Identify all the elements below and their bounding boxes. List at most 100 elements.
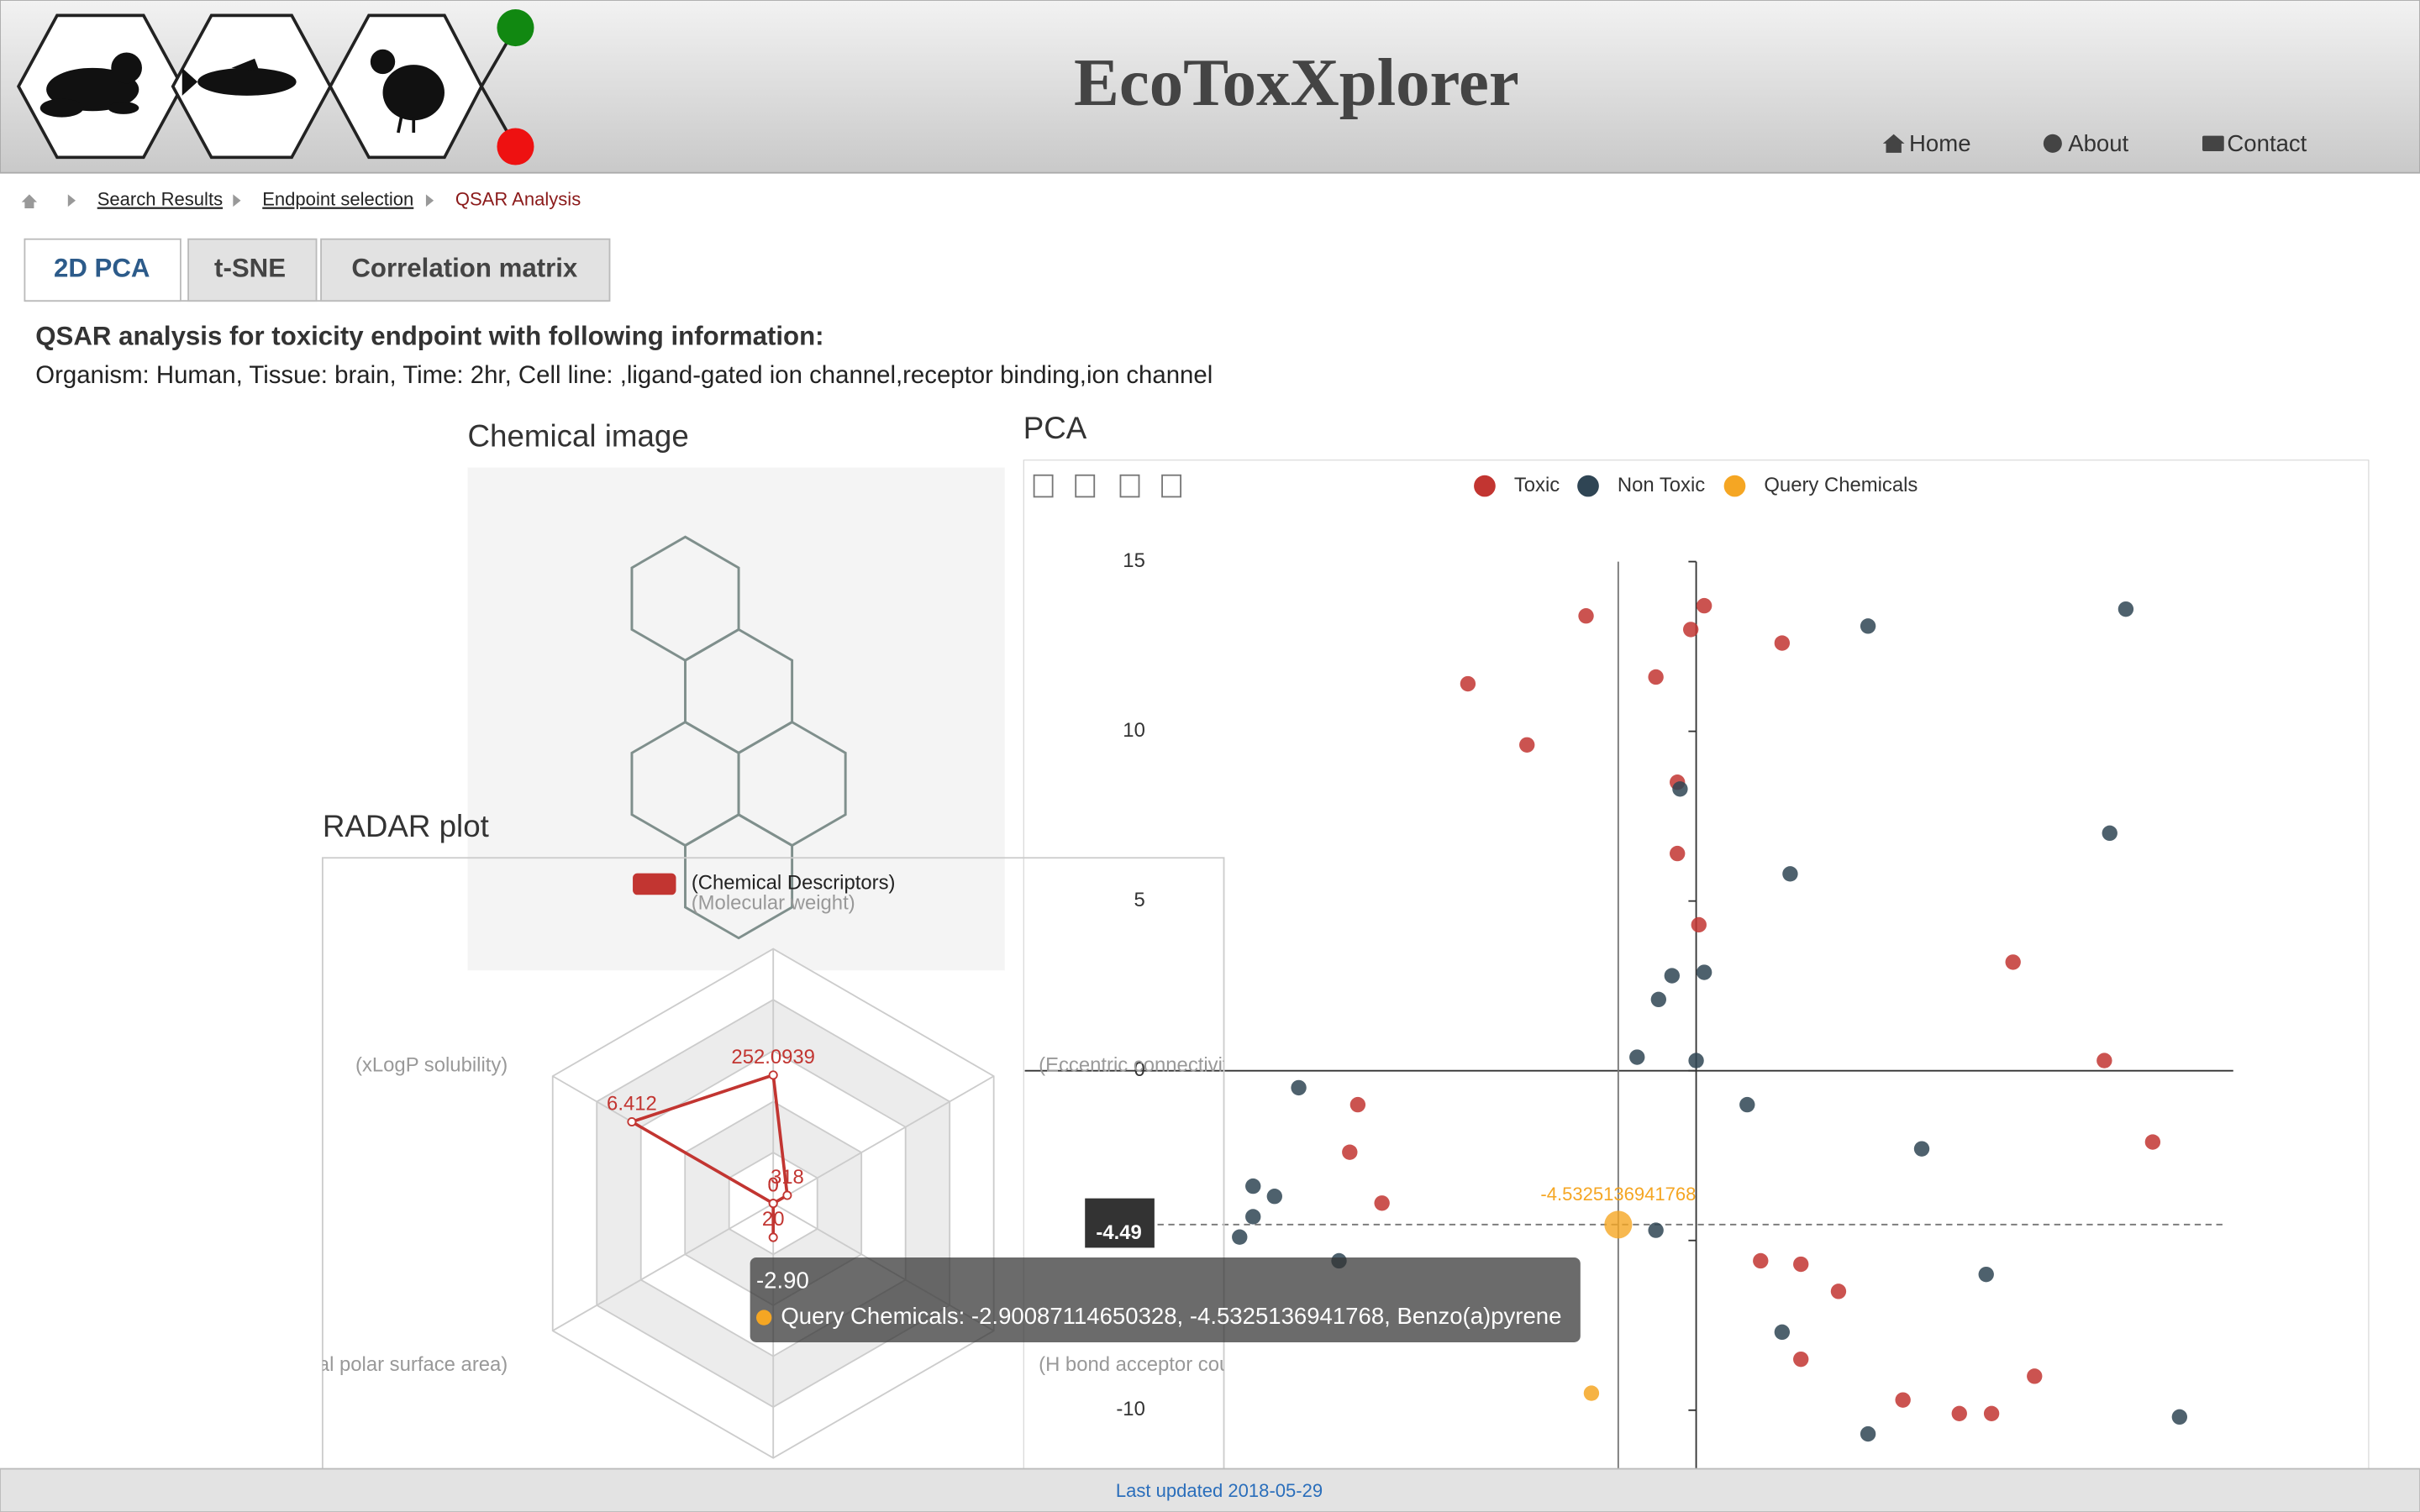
point[interactable] bbox=[1830, 1284, 1847, 1299]
legend-label[interactable]: Non Toxic bbox=[1618, 474, 1705, 496]
radar-value-label: 6.412 bbox=[607, 1093, 657, 1116]
radar-axis-label: (H bond acceptor count) bbox=[1039, 1353, 1254, 1376]
point[interactable] bbox=[1664, 968, 1680, 984]
point[interactable] bbox=[2102, 825, 2118, 842]
tooltip-layer: -2.90 Query Chemicals: -2.90087114650328,… bbox=[750, 1257, 1581, 1342]
legend-label[interactable]: Toxic bbox=[1514, 474, 1560, 496]
point[interactable] bbox=[1913, 1141, 1930, 1157]
nav-contact[interactable]: Contact bbox=[2227, 130, 2307, 156]
point[interactable] bbox=[1650, 991, 1667, 1008]
breadcrumb-icons bbox=[21, 194, 434, 208]
radar-value-label: 318 bbox=[771, 1166, 804, 1189]
y-tick-label: 0 bbox=[1134, 1058, 1145, 1081]
point[interactable] bbox=[1349, 1096, 1366, 1113]
point[interactable] bbox=[1342, 1144, 1358, 1160]
point[interactable] bbox=[1245, 1178, 1261, 1194]
point[interactable] bbox=[2144, 1134, 2161, 1150]
point[interactable] bbox=[1374, 1195, 1390, 1211]
tab[interactable] bbox=[187, 238, 318, 302]
point[interactable] bbox=[1978, 1266, 1994, 1283]
section-title: Chemical image bbox=[468, 418, 689, 453]
radar-axis-label: (Topological polar surface area) bbox=[227, 1353, 508, 1376]
legend-marker[interactable] bbox=[1577, 475, 1599, 497]
point[interactable] bbox=[1460, 675, 1476, 692]
chemical-structure bbox=[630, 535, 847, 940]
legend-marker[interactable] bbox=[633, 873, 676, 895]
footer-text: Last updated 2018-05-29 bbox=[1116, 1480, 1323, 1501]
tab-label[interactable]: 2D PCA bbox=[54, 254, 150, 283]
tooltip-box bbox=[750, 1257, 1581, 1342]
point[interactable] bbox=[1782, 866, 1798, 882]
radar-value-label: 0 bbox=[768, 1174, 779, 1197]
point[interactable] bbox=[1519, 737, 1535, 753]
point[interactable] bbox=[1696, 597, 1712, 614]
toolbox-icon[interactable] bbox=[1119, 474, 1140, 498]
point[interactable] bbox=[1774, 635, 1791, 651]
radar-spoke bbox=[772, 1075, 995, 1205]
point[interactable] bbox=[2118, 601, 2134, 617]
pointer-label-box bbox=[1085, 1198, 1155, 1248]
point[interactable] bbox=[1691, 916, 1707, 933]
point[interactable] bbox=[1696, 964, 1712, 980]
point[interactable] bbox=[1578, 608, 1594, 624]
point[interactable] bbox=[1860, 1425, 1876, 1442]
radar-value-label: 20 bbox=[762, 1208, 785, 1231]
point[interactable] bbox=[2027, 1368, 2043, 1384]
info-heading: QSAR analysis for toxicity endpoint with… bbox=[35, 321, 823, 350]
point[interactable] bbox=[1860, 618, 1876, 634]
point[interactable] bbox=[1688, 1053, 1704, 1068]
legend-label[interactable]: (Chemical Descriptors) bbox=[692, 872, 896, 895]
tab[interactable] bbox=[320, 238, 611, 302]
point[interactable] bbox=[1793, 1256, 1809, 1273]
tooltip-text: Query Chemicals: -2.90087114650328, -4.5… bbox=[781, 1303, 1561, 1329]
nav-about[interactable]: About bbox=[2068, 130, 2128, 156]
point[interactable] bbox=[1682, 622, 1699, 638]
point[interactable] bbox=[1753, 1252, 1769, 1269]
point[interactable] bbox=[1648, 1222, 1664, 1238]
toolbox-icon[interactable] bbox=[1075, 474, 1096, 498]
radar-point bbox=[768, 1199, 778, 1209]
point[interactable] bbox=[1232, 1229, 1248, 1245]
point[interactable] bbox=[1774, 1324, 1791, 1341]
point[interactable] bbox=[1951, 1405, 1967, 1422]
point[interactable] bbox=[2005, 954, 2021, 970]
point-label: -4.5325136941768 bbox=[1540, 1184, 1696, 1205]
nav-home[interactable]: Home bbox=[1909, 130, 1970, 156]
point[interactable] bbox=[1670, 845, 1686, 862]
point[interactable] bbox=[1672, 781, 1688, 797]
point[interactable] bbox=[1245, 1209, 1261, 1225]
legend-marker[interactable] bbox=[1474, 475, 1496, 497]
point[interactable] bbox=[1291, 1079, 1307, 1096]
tab[interactable] bbox=[24, 238, 182, 302]
toolbox-icon[interactable] bbox=[1033, 474, 1054, 498]
point[interactable] bbox=[2171, 1409, 2188, 1425]
breadcrumb-link[interactable]: Endpoint selection bbox=[262, 189, 413, 210]
tab-label[interactable]: Correlation matrix bbox=[351, 254, 578, 283]
point[interactable] bbox=[1895, 1392, 1911, 1408]
point[interactable] bbox=[1629, 1049, 1645, 1065]
y-tick-label: 15 bbox=[1123, 549, 1145, 572]
point[interactable] bbox=[1583, 1385, 1600, 1401]
radar-axis-label: (xLogP solubility) bbox=[355, 1053, 508, 1076]
legend-marker[interactable] bbox=[1723, 475, 1746, 497]
point[interactable] bbox=[1739, 1096, 1755, 1113]
app-title: EcoToxXplorer bbox=[1074, 45, 1519, 120]
footer-bar bbox=[0, 1467, 2420, 1512]
point[interactable] bbox=[1983, 1405, 2000, 1422]
point[interactable] bbox=[1648, 669, 1664, 685]
toolbox-icon[interactable] bbox=[1161, 474, 1182, 498]
tab-label[interactable]: t-SNE bbox=[214, 254, 286, 283]
point[interactable] bbox=[1604, 1210, 1633, 1239]
y-tick-label: 10 bbox=[1123, 719, 1145, 742]
point[interactable] bbox=[2096, 1053, 2112, 1068]
legend-label[interactable]: Query Chemicals bbox=[1764, 474, 1918, 496]
info-details: Organism: Human, Tissue: brain, Time: 2h… bbox=[35, 361, 1213, 389]
breadcrumb-link[interactable]: Search Results bbox=[97, 189, 223, 210]
point[interactable] bbox=[1793, 1351, 1809, 1368]
radar-point bbox=[768, 1070, 778, 1080]
radar-value-label: 0 bbox=[768, 1174, 779, 1197]
point[interactable] bbox=[1266, 1189, 1282, 1205]
